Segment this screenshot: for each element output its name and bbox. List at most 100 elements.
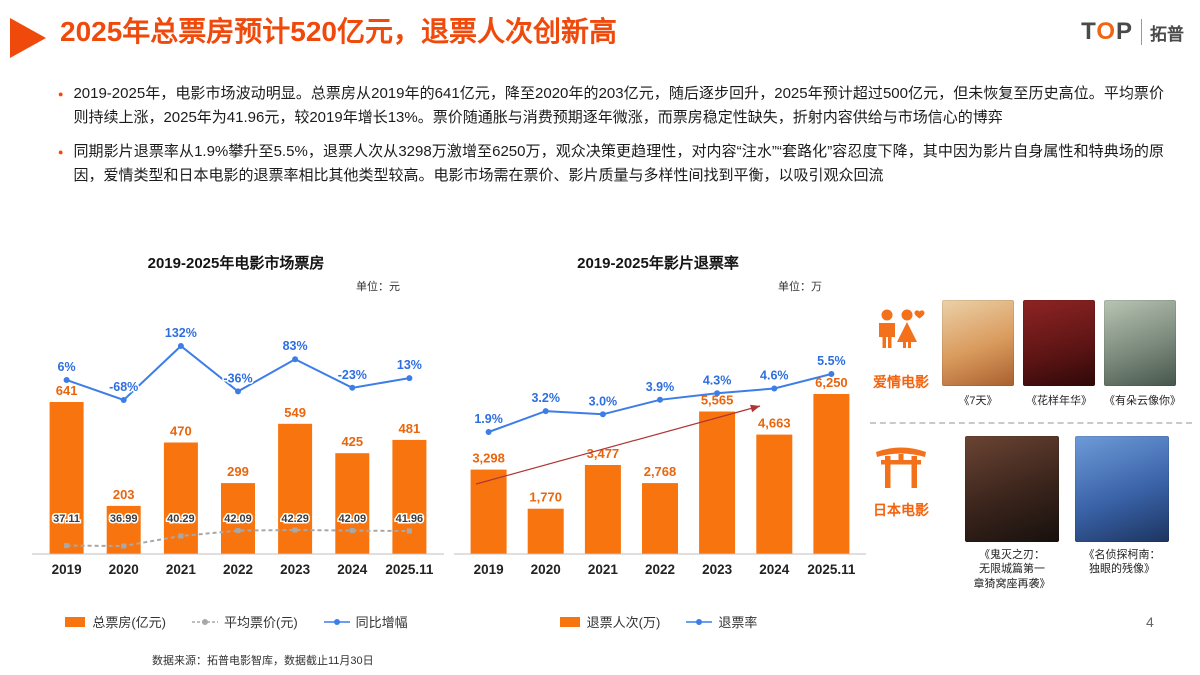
logo-letter-o: O bbox=[1096, 18, 1116, 45]
svg-text:-68%: -68% bbox=[109, 380, 138, 394]
svg-text:4.3%: 4.3% bbox=[703, 373, 732, 387]
bar-value-label: 481 bbox=[399, 421, 421, 436]
svg-text:-23%: -23% bbox=[338, 368, 367, 382]
logo-text: TOP bbox=[1081, 18, 1133, 46]
legend-item: 总票房(亿元) bbox=[64, 612, 166, 631]
chart-title: 2019-2025年影片退票率 bbox=[577, 255, 739, 272]
title-arrow-icon bbox=[10, 18, 46, 58]
legend-line-swatch bbox=[191, 618, 218, 625]
movie-poster bbox=[1075, 436, 1169, 542]
bar-value-label: 203 bbox=[113, 487, 135, 502]
genre-panel: 爱情电影 《7天》 《花样年华》 《有朵云像你》 bbox=[870, 300, 1192, 591]
svg-text:2022: 2022 bbox=[223, 562, 253, 577]
line-series: 6% -68% 132% -36% 83% -23% 13% bbox=[56, 325, 423, 403]
legend-bar-swatch bbox=[559, 616, 580, 627]
chart-legend: 总票房(亿元) 平均票价(元) 同比增幅 bbox=[26, 612, 446, 631]
chart-title: 2019-2025年电影市场票房 bbox=[147, 255, 325, 272]
legend-label: 同比增幅 bbox=[355, 615, 408, 630]
bar bbox=[49, 402, 84, 554]
genre-label: 日本电影 bbox=[873, 502, 929, 518]
svg-text:83%: 83% bbox=[283, 339, 308, 353]
svg-text:2020: 2020 bbox=[531, 562, 561, 577]
bar bbox=[584, 465, 621, 554]
svg-text:2020: 2020 bbox=[109, 562, 139, 577]
svg-text:2019: 2019 bbox=[52, 562, 82, 577]
movie-item: 《鬼灭之刃： 无限城篇第一 章猗窝座再袭》 bbox=[965, 436, 1059, 591]
chart-unit-label: 单位：元 bbox=[356, 281, 400, 293]
movie-title: 《花样年华》 bbox=[1026, 395, 1092, 407]
japanese-genre-section: 日本电影 《鬼灭之刃： 无限城篇第一 章猗窝座再袭》 《名侦探柯南： 独眼的残像… bbox=[870, 436, 1192, 591]
logo-divider bbox=[1141, 19, 1142, 45]
bar-value-label: 641 bbox=[56, 383, 78, 398]
movie-title: 《有朵云像你》 bbox=[1104, 395, 1181, 407]
svg-text:2025.11: 2025.11 bbox=[807, 562, 856, 577]
bullet-icon: ● bbox=[58, 89, 64, 99]
logo-letter-t: T bbox=[1081, 18, 1097, 45]
bar bbox=[813, 394, 850, 554]
svg-text:40.29: 40.29 bbox=[167, 513, 195, 525]
movie-item: 《花样年华》 bbox=[1023, 300, 1095, 408]
romance-posters: 《7天》 《花样年华》 《有朵云像你》 bbox=[942, 300, 1192, 408]
bullet-item: ● 同期影片退票率从1.9%攀升至5.5%，退票人次从3298万激增至6250万… bbox=[58, 140, 1164, 189]
bar bbox=[221, 483, 255, 554]
box-office-plot: 641 203 470 299 549 425 481 2019 2020 2021 2022 202… bbox=[32, 325, 444, 577]
movie-poster bbox=[1104, 300, 1176, 386]
bullet-text: 同期影片退票率从1.9%攀升至5.5%，退票人次从3298万激增至6250万，观… bbox=[73, 142, 1164, 184]
bar-value-label: 5,565 bbox=[701, 393, 734, 408]
torii-gate-icon bbox=[876, 447, 926, 488]
couple-heart-icon bbox=[879, 309, 925, 348]
svg-text:42.29: 42.29 bbox=[281, 513, 309, 525]
movie-item: 《7天》 bbox=[942, 300, 1014, 408]
bar bbox=[642, 483, 678, 554]
legend-item: 退票人次(万) bbox=[559, 612, 661, 631]
logo-chinese: 拓普 bbox=[1150, 24, 1184, 44]
bar-value-label: 470 bbox=[170, 424, 192, 439]
legend-label: 平均票价(元) bbox=[223, 615, 298, 630]
romance-genre-header: 爱情电影 bbox=[870, 300, 932, 408]
bar-value-label: 3,298 bbox=[472, 451, 505, 466]
line-series: 1.9% 3.2% 3.0% 3.9% 4.3% 4.6% 5.5% bbox=[473, 353, 847, 435]
svg-text:37.11: 37.11 bbox=[53, 513, 80, 525]
legend-label: 退票人次(万) bbox=[586, 615, 661, 630]
svg-text:6%: 6% bbox=[58, 360, 76, 374]
bar-value-label: 299 bbox=[227, 464, 249, 479]
svg-text:42.09: 42.09 bbox=[224, 513, 252, 525]
x-axis-labels: 2019 2020 2021 2022 2023 2024 2025.11 bbox=[474, 562, 856, 577]
bar-value-label: 1,770 bbox=[529, 490, 562, 505]
legend-line-swatch bbox=[323, 618, 350, 625]
bar bbox=[470, 469, 507, 554]
bar bbox=[756, 434, 793, 554]
svg-text:2019: 2019 bbox=[474, 562, 504, 577]
movie-title: 《7天》 bbox=[958, 395, 998, 407]
refund-rate-chart: 2019-2025年影片退票率 单位：万 3,298 1,770 3,477 2,76… bbox=[448, 252, 868, 631]
page-number: 4 bbox=[1146, 614, 1154, 630]
svg-text:5.5%: 5.5% bbox=[817, 354, 846, 368]
bullet-item: ● 2019-2025年，电影市场波动明显。总票房从2019年的641亿元，降至… bbox=[58, 82, 1164, 131]
movie-poster bbox=[942, 300, 1014, 386]
x-axis-labels: 2019 2020 2021 2022 2023 2024 2025.11 bbox=[52, 562, 434, 577]
legend-item: 退票率 bbox=[686, 612, 757, 631]
bar-value-label: 4,663 bbox=[758, 416, 791, 431]
bar-value-label: 6,250 bbox=[815, 375, 848, 390]
bar bbox=[335, 453, 370, 554]
bar bbox=[278, 423, 313, 554]
summary-bullets: ● 2019-2025年，电影市场波动明显。总票房从2019年的641亿元，降至… bbox=[58, 82, 1164, 197]
bar bbox=[699, 411, 736, 554]
romance-genre-section: 爱情电影 《7天》 《花样年华》 《有朵云像你》 bbox=[870, 300, 1192, 408]
bar-value-label: 549 bbox=[284, 405, 306, 420]
svg-text:42.09: 42.09 bbox=[339, 513, 367, 525]
bar-value-label: 425 bbox=[341, 434, 363, 449]
movie-item: 《名侦探柯南： 独眼的残像》 bbox=[1075, 436, 1169, 591]
svg-text:2022: 2022 bbox=[645, 562, 675, 577]
bullet-icon: ● bbox=[58, 146, 64, 157]
dashed-divider bbox=[870, 422, 1192, 424]
movie-title: 《名侦探柯南： 独眼的残像》 bbox=[1083, 549, 1161, 576]
svg-text:-36%: -36% bbox=[223, 371, 252, 385]
svg-text:132%: 132% bbox=[165, 326, 197, 340]
svg-text:13%: 13% bbox=[397, 358, 422, 372]
svg-text:2023: 2023 bbox=[702, 562, 733, 577]
top-logo: TOP 拓普 bbox=[1081, 18, 1184, 46]
svg-text:2024: 2024 bbox=[337, 562, 368, 577]
bar-value-label: 2,768 bbox=[644, 464, 677, 479]
chart-legend: 退票人次(万) 退票率 bbox=[448, 612, 868, 631]
